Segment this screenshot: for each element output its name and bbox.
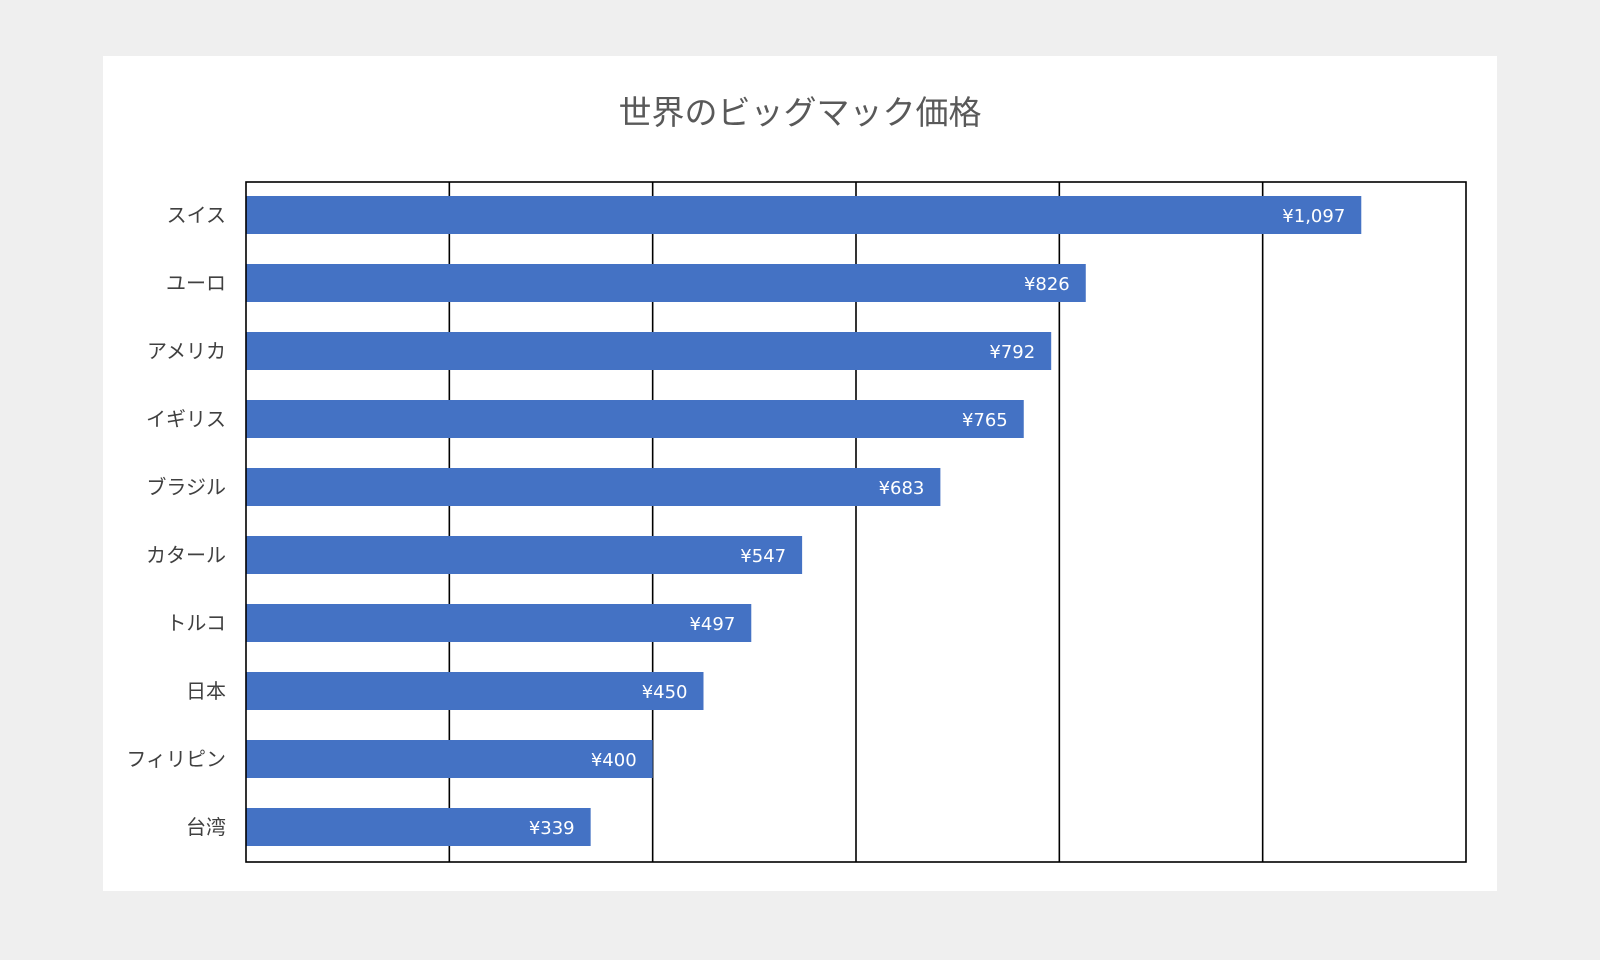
- category-label: ブラジル: [146, 475, 226, 499]
- bar: [246, 536, 803, 574]
- bar: [246, 400, 1024, 438]
- data-label: ¥450: [642, 682, 688, 703]
- category-label: 台湾: [186, 815, 226, 839]
- category-label: ユーロ: [166, 271, 226, 295]
- data-label: ¥792: [989, 342, 1035, 363]
- bar: [246, 332, 1052, 370]
- data-label: ¥547: [740, 546, 786, 567]
- category-label: スイス: [167, 203, 226, 227]
- chart-title: 世界のビッグマック価格: [618, 93, 982, 132]
- bar: [246, 740, 653, 778]
- bar: [246, 468, 941, 506]
- data-label: ¥826: [1024, 274, 1070, 295]
- data-label: ¥1,097: [1282, 206, 1345, 227]
- category-label: アメリカ: [147, 339, 226, 363]
- bar: [246, 604, 752, 642]
- bar: [246, 672, 704, 710]
- category-label: 日本: [186, 679, 226, 703]
- category-label: フィリピン: [126, 747, 226, 771]
- category-label: トルコ: [166, 611, 226, 635]
- chart-card: 世界のビッグマック価格 ¥1,097 スイス ¥826 ユーロ ¥792 アメリカ ¥765…: [103, 56, 1497, 891]
- data-label: ¥497: [689, 614, 735, 635]
- bar: [246, 264, 1086, 302]
- category-label: カタール: [146, 543, 226, 567]
- data-label: ¥765: [962, 410, 1008, 431]
- data-label: ¥683: [879, 478, 925, 499]
- bar-chart: ¥1,097 スイス ¥826 ユーロ ¥792 アメリカ ¥765 イギリス ¥683 ブラジル…: [126, 181, 1467, 863]
- data-label: ¥400: [591, 750, 637, 771]
- bar: [246, 196, 1362, 234]
- category-label: イギリス: [146, 407, 226, 431]
- data-label: ¥339: [529, 818, 575, 839]
- plot-area-border: [245, 181, 1467, 863]
- bar: [246, 808, 591, 846]
